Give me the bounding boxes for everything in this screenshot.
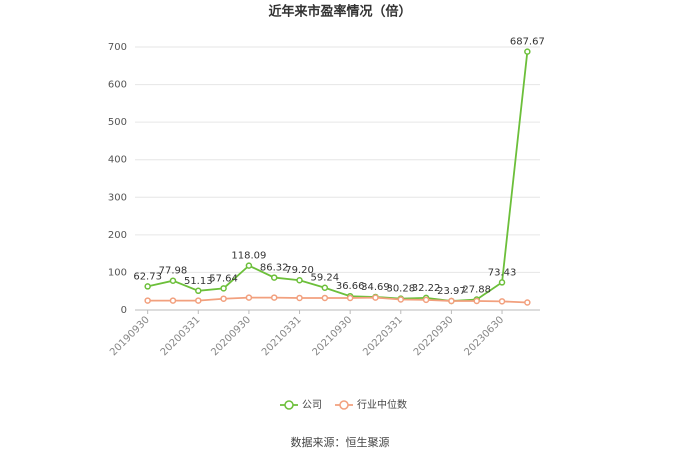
y-tick-label: 200 bbox=[108, 230, 127, 241]
x-tick-label: 20220331 bbox=[361, 314, 405, 358]
x-tick-label: 20220930 bbox=[412, 314, 456, 358]
point bbox=[448, 297, 455, 305]
point bbox=[144, 283, 151, 290]
legend-marker bbox=[284, 400, 294, 410]
point bbox=[195, 297, 202, 304]
point bbox=[321, 294, 329, 302]
data-label: 36.66 bbox=[336, 281, 365, 292]
source: 数据来源：恒生聚源 bbox=[291, 435, 390, 449]
y-tick-label: 100 bbox=[108, 267, 127, 278]
y-tick-label: 600 bbox=[108, 80, 127, 91]
data-label: 51.13 bbox=[184, 276, 213, 287]
legend-label: 公司 bbox=[302, 400, 322, 411]
point bbox=[498, 298, 506, 305]
x-tick-label: 20210930 bbox=[311, 314, 355, 358]
point bbox=[270, 294, 278, 301]
y-tick-label: 500 bbox=[108, 117, 127, 128]
data-label: 73.43 bbox=[488, 267, 517, 278]
point bbox=[524, 48, 531, 55]
legend-label: 行业中位数 bbox=[357, 398, 407, 411]
data-label: 79.20 bbox=[285, 265, 314, 276]
data-label: 27.88 bbox=[462, 285, 491, 296]
data-label: 32.22 bbox=[412, 283, 441, 294]
legend-marker bbox=[339, 400, 349, 410]
point bbox=[473, 297, 480, 305]
data-label: 86.32 bbox=[260, 263, 289, 274]
point bbox=[245, 262, 253, 269]
data-label: 30.28 bbox=[386, 284, 415, 295]
x-tick-label: 20210331 bbox=[260, 314, 304, 358]
point bbox=[296, 276, 303, 284]
y-tick-label: 300 bbox=[108, 192, 127, 203]
point bbox=[321, 284, 329, 291]
point bbox=[372, 294, 379, 301]
y-tick-label: 400 bbox=[108, 155, 127, 166]
data-label: 118.09 bbox=[231, 251, 266, 262]
series-line bbox=[147, 51, 529, 302]
point bbox=[220, 285, 227, 292]
point bbox=[296, 294, 303, 302]
x-tick-label: 20200930 bbox=[209, 314, 253, 358]
point bbox=[524, 299, 531, 306]
data-label: 62.73 bbox=[133, 271, 162, 282]
point bbox=[245, 294, 253, 301]
x-tick-label: 20200331 bbox=[159, 314, 203, 358]
y-tick-label: 700 bbox=[108, 42, 127, 53]
point bbox=[195, 287, 202, 295]
point bbox=[169, 277, 177, 284]
point bbox=[422, 296, 430, 304]
data-label: 59.24 bbox=[311, 273, 340, 284]
x-tick-label: 20230630 bbox=[462, 314, 506, 358]
point bbox=[498, 279, 506, 286]
data-label: 34.69 bbox=[361, 282, 390, 293]
point bbox=[169, 297, 177, 304]
data-label: 77.98 bbox=[159, 266, 188, 277]
data-label: 23.97 bbox=[437, 286, 466, 297]
chart-title: 近年来市盈率情况（倍） bbox=[268, 4, 411, 20]
y-tick-label: 0 bbox=[121, 305, 127, 316]
data-label: 57.64 bbox=[209, 273, 238, 284]
data-label: 687.67 bbox=[510, 37, 545, 48]
point bbox=[220, 295, 227, 302]
point bbox=[397, 296, 405, 303]
point bbox=[144, 297, 151, 304]
x-tick-label: 20190930 bbox=[108, 314, 152, 358]
point bbox=[346, 294, 354, 302]
point bbox=[270, 274, 278, 281]
series-line bbox=[147, 296, 528, 304]
